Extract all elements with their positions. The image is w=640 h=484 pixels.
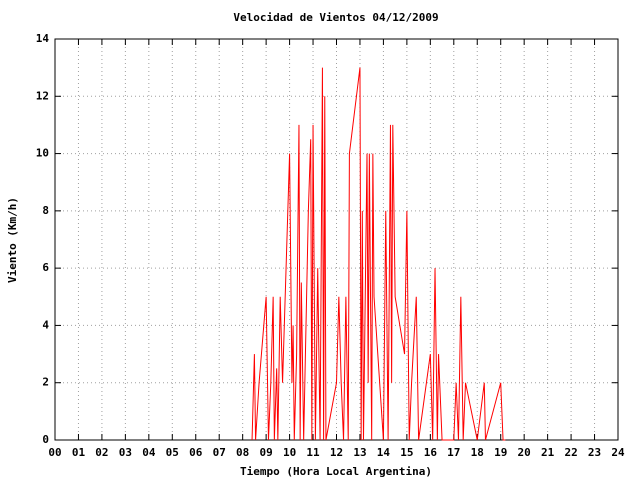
y-tick-label: 0: [42, 433, 49, 446]
x-tick-label: 23: [588, 446, 601, 459]
x-tick-label: 17: [447, 446, 460, 459]
x-tick-label: 21: [541, 446, 555, 459]
x-tick-label: 10: [283, 446, 296, 459]
x-tick-label: 20: [518, 446, 531, 459]
x-tick-label: 07: [213, 446, 226, 459]
x-tick-label: 05: [166, 446, 179, 459]
x-tick-label: 08: [236, 446, 249, 459]
x-tick-label: 19: [494, 446, 507, 459]
y-tick-label: 12: [36, 89, 49, 102]
plot-frame: [54, 38, 619, 441]
x-tick-label: 24: [611, 446, 625, 459]
y-axis-label: Viento (Km/h): [6, 197, 19, 283]
x-tick-label: 00: [48, 446, 61, 459]
x-tick-label: 11: [306, 446, 320, 459]
y-tick-label: 6: [42, 261, 49, 274]
x-tick-label: 18: [471, 446, 484, 459]
x-tick-label: 09: [260, 446, 273, 459]
data-line: [251, 67, 506, 441]
y-tick-label: 10: [36, 147, 49, 160]
y-tick-label: 4: [42, 318, 49, 331]
x-tick-label: 15: [400, 446, 413, 459]
x-tick-label: 22: [564, 446, 577, 459]
x-tick-label: 14: [377, 446, 391, 459]
x-tick-label: 06: [189, 446, 203, 459]
x-axis-label: Tiempo (Hora Local Argentina): [240, 465, 432, 478]
y-tick-label: 8: [42, 204, 49, 217]
x-tick-label: 03: [119, 446, 132, 459]
y-tick-label: 14: [36, 32, 50, 45]
x-tick-label: 13: [353, 446, 366, 459]
y-tick-label: 2: [42, 376, 49, 389]
x-tick-label: 12: [330, 446, 343, 459]
x-tick-label: 16: [424, 446, 438, 459]
x-tick-label: 04: [142, 446, 156, 459]
chart-title: Velocidad de Vientos 04/12/2009: [233, 11, 438, 24]
x-tick-label: 02: [95, 446, 108, 459]
x-tick-label: 01: [72, 446, 86, 459]
